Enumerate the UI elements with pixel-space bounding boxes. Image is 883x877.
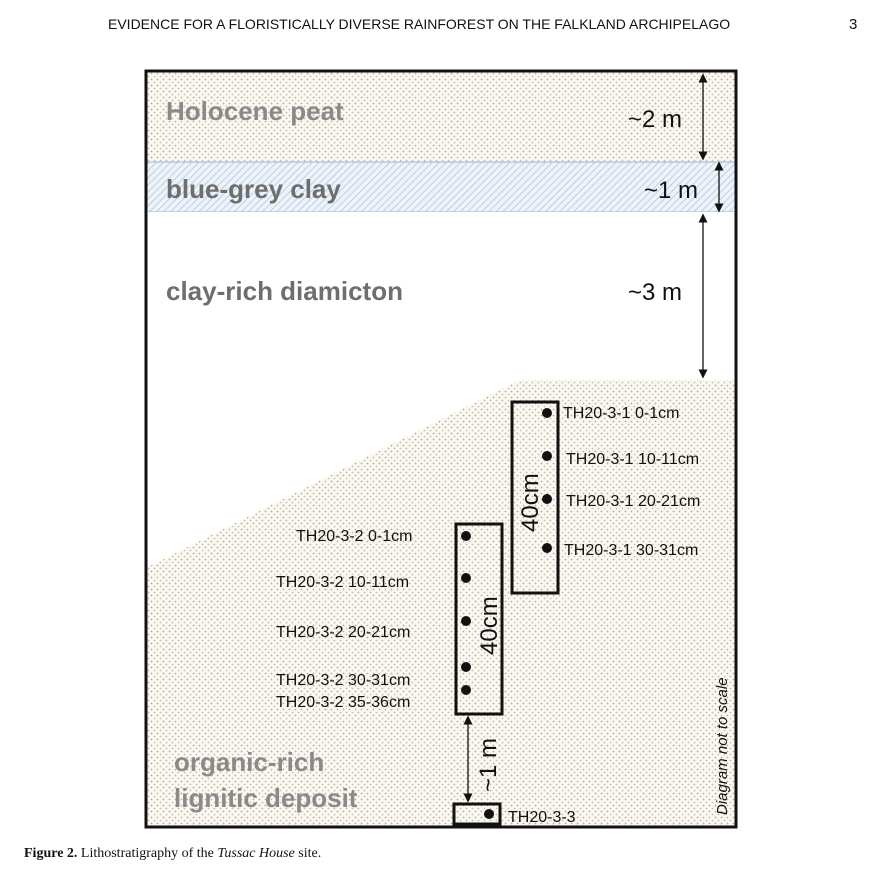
gap-thickness-label: ~1 m <box>475 738 502 792</box>
sample-dot <box>461 662 471 672</box>
core-2-length-label: 40cm <box>476 596 503 655</box>
sample-label-core3: TH20-3-3 <box>508 809 576 826</box>
caption-text-after: site. <box>294 846 322 861</box>
diamicton-layer <box>146 212 736 380</box>
running-header: EVIDENCE FOR A FLORISTICALLY DIVERSE RAI… <box>108 16 731 32</box>
label-clay-rich-diamicton: clay-rich diamicton <box>166 276 403 306</box>
sample-label-core1: TH20-3-1 30-31cm <box>564 542 698 559</box>
sample-label-core1: TH20-3-1 0-1cm <box>563 405 679 422</box>
label-lignitic-deposit: lignitic deposit <box>174 783 358 813</box>
core-2-box <box>454 522 504 716</box>
sample-label-core2: TH20-3-2 10-11cm <box>276 574 409 591</box>
caption-text-before: Lithostratigraphy of the <box>77 846 218 861</box>
sample-dot <box>542 451 552 461</box>
label-holocene-peat: Holocene peat <box>166 96 344 126</box>
sample-label-core2: TH20-3-2 35-36cm <box>276 694 410 711</box>
sample-dot <box>542 494 552 504</box>
core-1-box <box>510 400 560 595</box>
label-organic-rich: organic-rich <box>174 747 324 777</box>
sample-dot <box>484 809 494 819</box>
peat-thickness-label: ~2 m <box>628 106 682 133</box>
sample-dot <box>461 531 471 541</box>
sample-label-core1: TH20-3-1 10-11cm <box>566 451 699 468</box>
page-number: 3 <box>849 16 858 33</box>
sample-label-core2: TH20-3-2 0-1cm <box>296 528 412 545</box>
label-blue-grey-clay: blue-grey clay <box>166 174 341 204</box>
caption-label: Figure 2. <box>24 846 78 861</box>
figure-frame <box>144 69 738 829</box>
sample-dot <box>461 573 471 583</box>
sample-dot <box>542 408 552 418</box>
sample-label-core1: TH20-3-1 20-21cm <box>566 493 700 510</box>
core-1-length-label: 40cm <box>517 473 544 532</box>
sample-dot <box>461 685 471 695</box>
figure-caption: Figure 2. Lithostratigraphy of the Tussa… <box>24 846 321 862</box>
core-3-box <box>452 802 502 826</box>
clay-layer <box>146 162 736 212</box>
clay-thickness-label: ~1 m <box>644 177 698 204</box>
sample-label-core2: TH20-3-2 30-31cm <box>276 672 410 689</box>
diamicton-thickness-label: ~3 m <box>628 279 682 306</box>
scale-note: Diagram not to scale <box>714 677 731 815</box>
sample-dot <box>461 616 471 626</box>
sample-label-core2: TH20-3-2 20-21cm <box>276 624 410 641</box>
sample-dot <box>542 543 552 553</box>
caption-site-name: Tussac House <box>217 846 295 861</box>
